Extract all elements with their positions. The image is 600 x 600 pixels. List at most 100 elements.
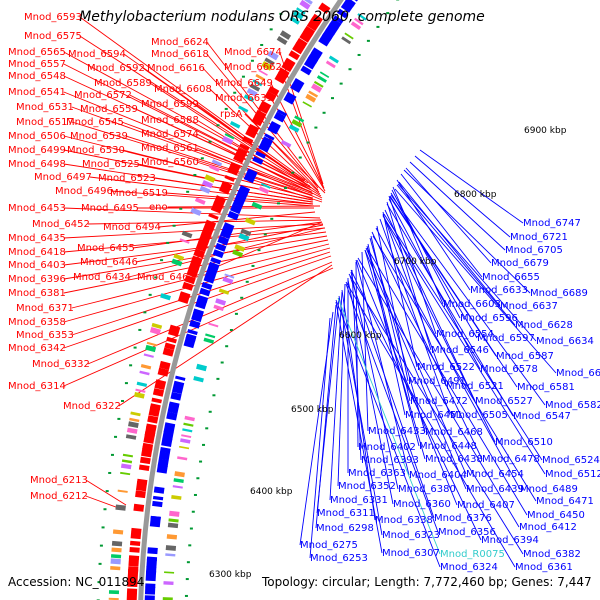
gene-label-forward: Mnod_6314 <box>8 381 66 392</box>
forward-gene-mark <box>168 324 181 337</box>
gene-label-forward: Mnod_6589 <box>94 78 152 89</box>
gene-label-forward: Mnod_6588 <box>141 115 199 126</box>
reverse-gene-mark <box>164 422 176 428</box>
feature-mark-outer <box>111 547 122 553</box>
feature-mark-inner <box>196 363 207 372</box>
feature-mark-outer <box>209 164 220 172</box>
forward-gene-mark <box>274 71 288 84</box>
gc-mark <box>205 427 209 430</box>
forward-gene-mark <box>149 403 161 411</box>
reverse-gene-mark <box>170 391 182 401</box>
gene-label-forward: Mnod_6594 <box>68 49 126 60</box>
leader-line <box>398 181 501 307</box>
feature-mark-outer <box>129 417 140 423</box>
reverse-gene-mark <box>230 203 242 215</box>
gene-label-forward: Mnod_6541 <box>8 87 66 98</box>
reverse-gene-mark <box>329 18 342 30</box>
gene-label-reverse: Mnod_6307 <box>382 548 440 559</box>
forward-gene-mark <box>131 527 142 533</box>
feature-mark-outer <box>134 391 145 399</box>
gene-label-reverse: Mnod_6521 <box>446 381 504 392</box>
gc-mark <box>366 39 370 42</box>
leader-line <box>383 213 543 461</box>
feature-mark-outer <box>190 207 202 216</box>
gene-label-forward: Mnod_6674 <box>224 47 282 58</box>
reverse-gene-mark <box>217 235 230 246</box>
gene-label-reverse: Mnod_6394 <box>481 535 539 546</box>
leader-line <box>63 207 321 219</box>
leader-line <box>382 213 447 387</box>
gene-label-reverse: Mnod_6298 <box>316 523 374 534</box>
feature-mark-inner <box>305 93 317 103</box>
feature-mark-inner <box>222 276 234 284</box>
gc-mark <box>216 377 220 380</box>
forward-gene-mark <box>135 490 146 499</box>
gene-label-forward: Mnod_6624 <box>151 37 209 48</box>
forward-gene-mark <box>288 50 300 61</box>
gc-mark <box>103 508 107 511</box>
gene-label-reverse: Mnod_6253 <box>310 553 368 564</box>
leader-line <box>350 269 482 541</box>
gene-label-reverse: Mnod_6331 <box>330 495 388 506</box>
feature-mark-inner <box>174 471 185 478</box>
gc-mark <box>200 157 204 160</box>
leader-line <box>87 219 322 225</box>
gene-label-forward: Mnod_6396 <box>8 274 66 285</box>
feature-mark-inner <box>172 485 183 489</box>
feature-mark-inner <box>319 71 330 79</box>
gene-label-forward: rpsA <box>220 109 243 120</box>
reverse-gene-mark <box>300 65 312 76</box>
reverse-gene-mark <box>311 47 323 59</box>
forward-gene-mark <box>126 592 137 600</box>
gc-mark <box>99 544 103 547</box>
gene-label-forward: Mnod_6565 <box>8 47 66 58</box>
gene-label-reverse: Mnod_6587 <box>496 351 554 362</box>
kbp-tick-label: 6300 kbp <box>209 570 252 580</box>
gene-label-forward: Mnod_6495 <box>81 203 139 214</box>
gc-mark <box>284 186 288 189</box>
gene-label-reverse: Mnod_6433 <box>368 426 426 437</box>
gene-label-reverse: Mnod_6705 <box>505 245 563 256</box>
reverse-gene-mark <box>163 424 175 434</box>
forward-gene-mark <box>128 555 140 560</box>
reverse-gene-mark <box>197 294 209 303</box>
reverse-gene-mark <box>158 451 170 461</box>
reverse-gene-mark <box>333 15 344 24</box>
gene-label-reverse: Mnod_6596 <box>460 313 518 324</box>
feature-mark-outer <box>110 558 121 565</box>
reverse-gene-mark <box>157 458 169 467</box>
reverse-gene-mark <box>187 329 198 336</box>
feature-mark-outer <box>249 83 261 92</box>
feature-mark-outer <box>149 327 161 335</box>
feature-mark-inner <box>218 288 230 295</box>
gene-label-reverse: Mnod_6546 <box>431 345 489 356</box>
reverse-gene-mark <box>210 257 222 265</box>
leader-line <box>329 291 343 501</box>
gc-mark <box>208 410 212 413</box>
leader-line <box>135 224 324 263</box>
forward-gene-mark <box>162 347 175 357</box>
forward-gene-mark <box>257 102 271 115</box>
reverse-gene-mark <box>175 375 186 381</box>
gc-mark <box>117 417 121 420</box>
feature-mark-inner <box>302 101 312 108</box>
leader-line <box>149 82 308 186</box>
forward-gene-mark <box>295 37 308 49</box>
reverse-gene-mark <box>283 91 297 105</box>
leader-line <box>355 259 410 476</box>
feature-mark-outer <box>299 0 311 10</box>
gene-label-forward: Mnod_6599 <box>141 99 199 110</box>
feature-mark-inner <box>258 186 270 195</box>
gc-mark <box>386 12 390 15</box>
reverse-gene-mark <box>215 242 227 252</box>
gc-mark <box>110 453 114 456</box>
gene-label-forward: Mnod_6517 <box>16 117 74 128</box>
feature-mark-inner <box>224 273 235 279</box>
forward-gene-mark <box>239 143 250 151</box>
reverse-gene-mark <box>261 136 274 147</box>
feature-mark-outer <box>276 35 288 46</box>
leader-line <box>347 279 394 505</box>
feature-mark-outer <box>112 529 124 535</box>
leader-line <box>366 247 528 516</box>
feature-mark-outer <box>243 94 255 103</box>
